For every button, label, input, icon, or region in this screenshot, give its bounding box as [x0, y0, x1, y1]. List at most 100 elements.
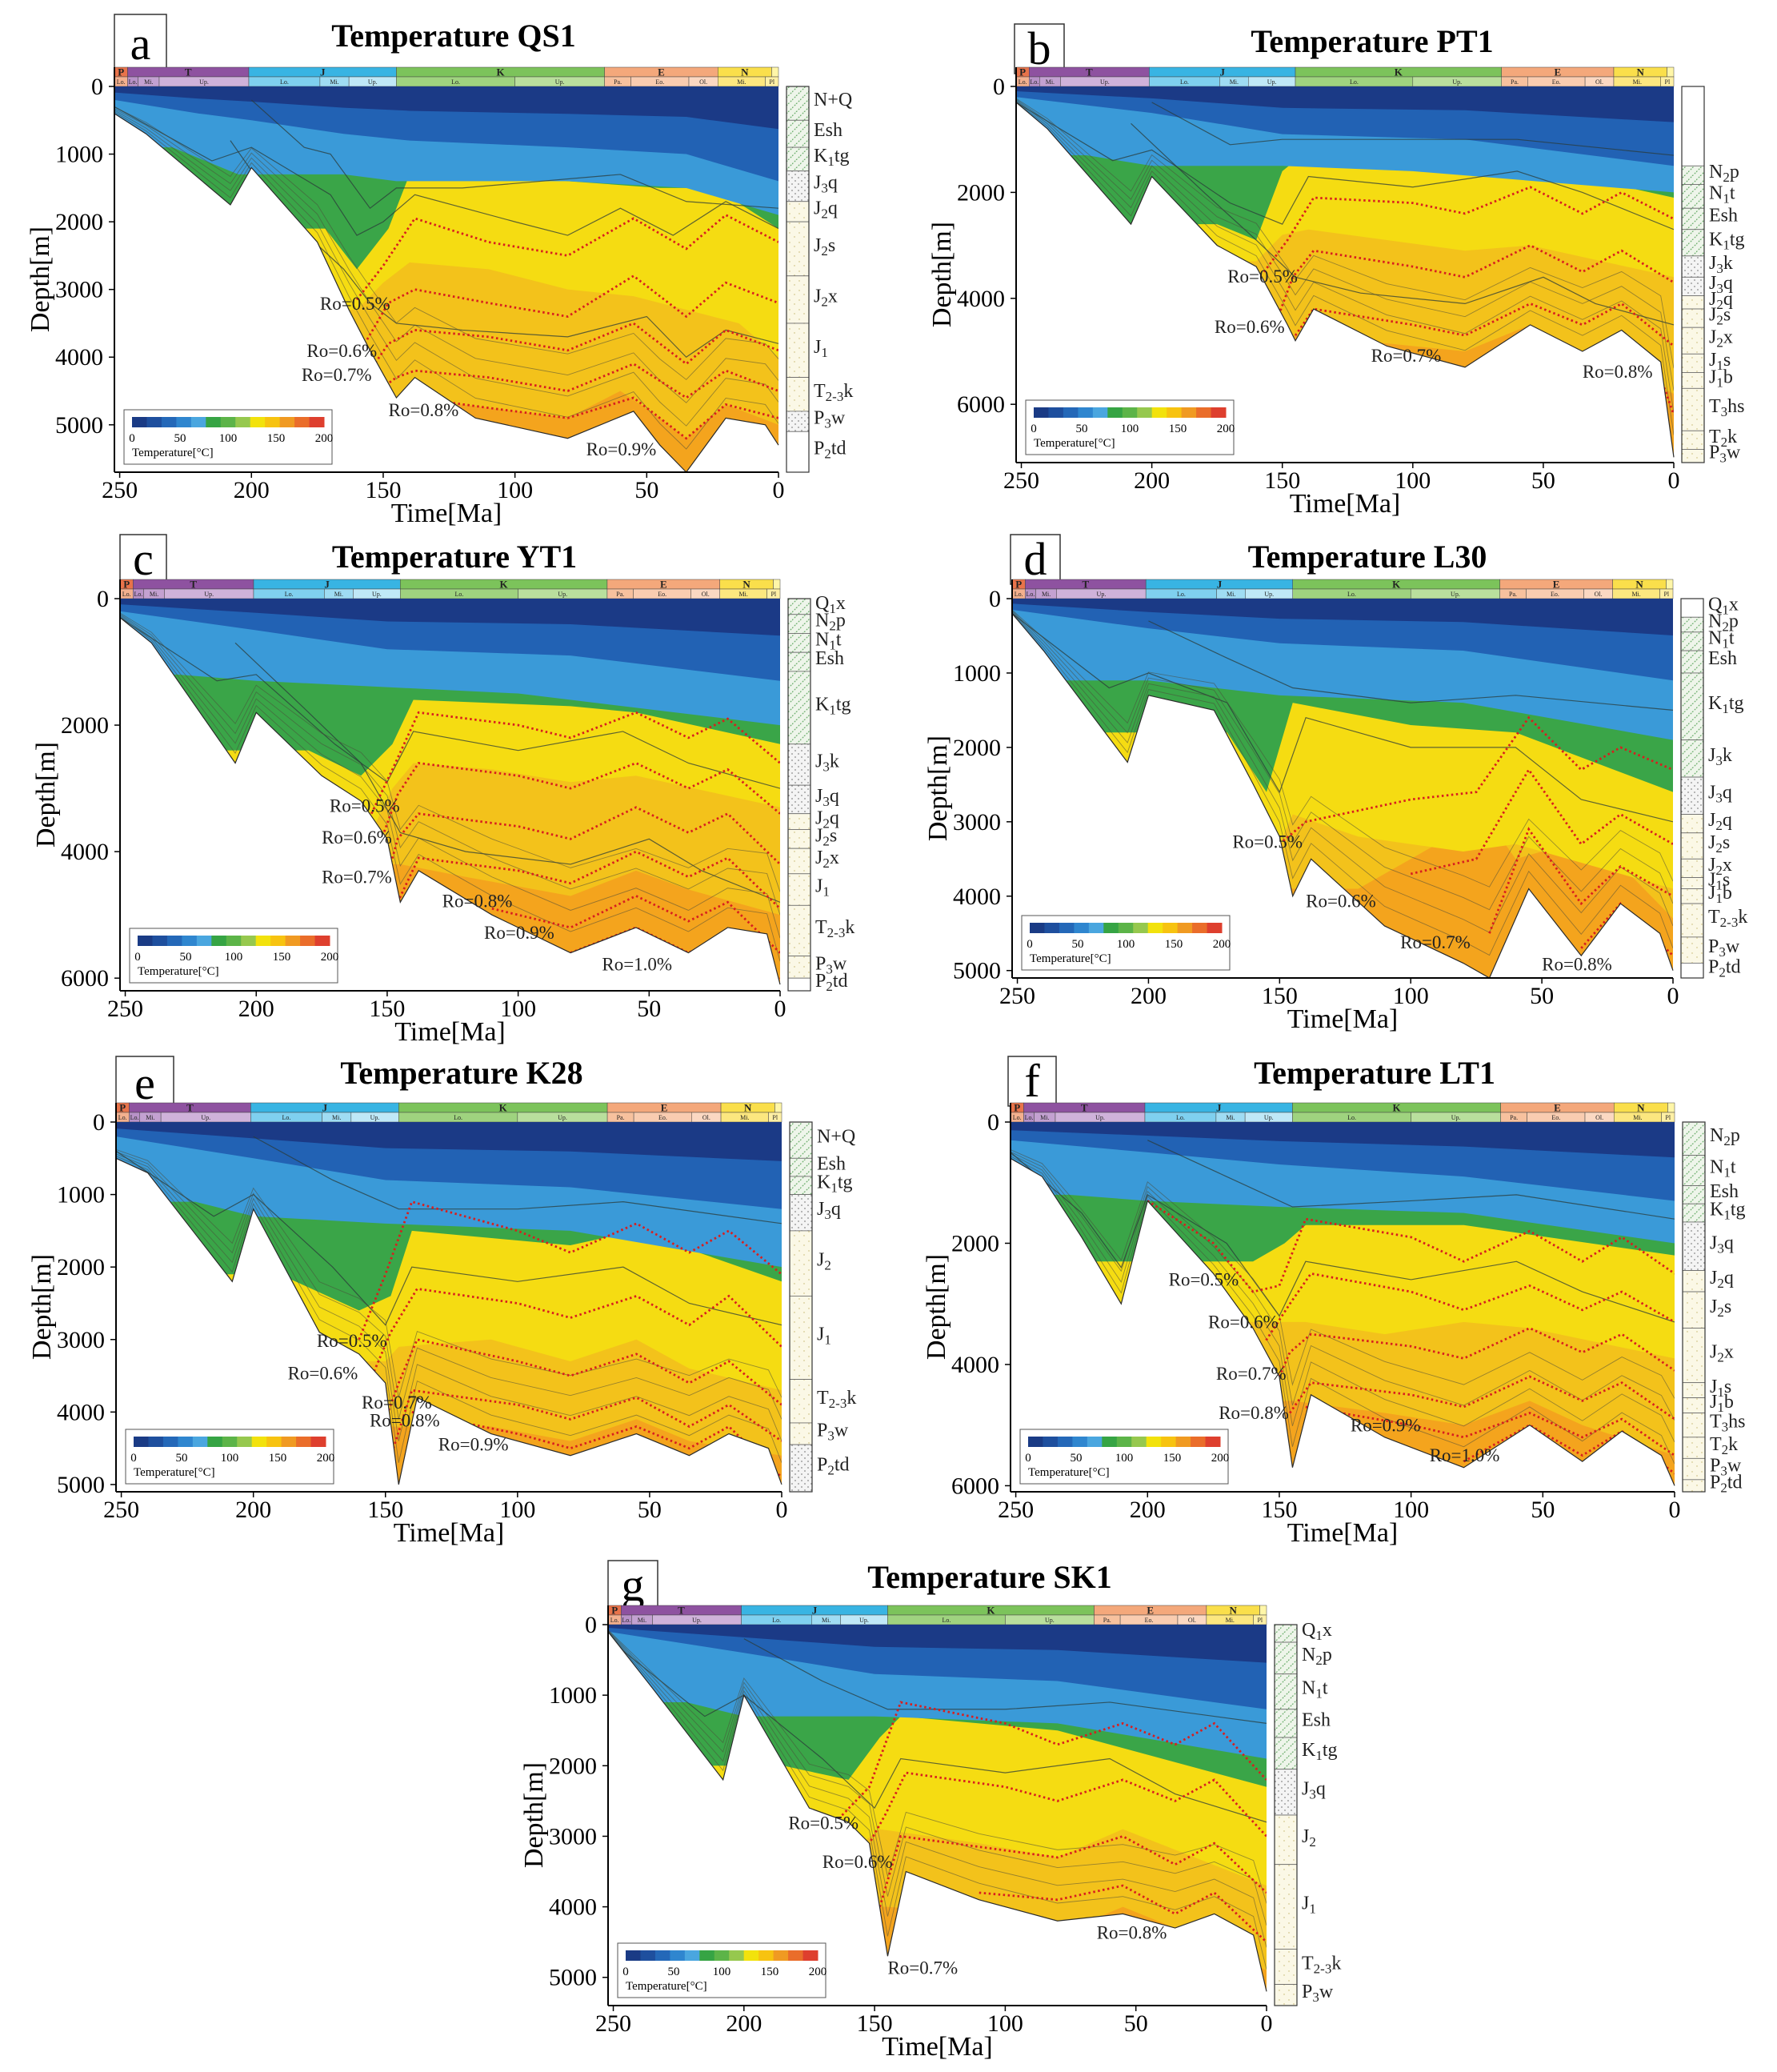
strata-label: J1s	[1709, 350, 1731, 373]
ro-label: Ro=0.6%	[1208, 1313, 1279, 1333]
colorbar-swatch	[146, 417, 162, 427]
strata-cell	[787, 813, 811, 830]
y-axis-label: Depth[m]	[923, 735, 953, 841]
ro-label: Ro=0.8%	[1542, 955, 1612, 975]
y-tick-label: 0	[97, 586, 109, 612]
epoch-label: Ol.	[1188, 1617, 1196, 1624]
colorbar-swatch	[132, 417, 147, 427]
colorbar-swatch	[281, 1437, 297, 1447]
colorbar-swatch	[1034, 407, 1049, 418]
strata-label: Esh	[817, 1154, 846, 1175]
strata-cell	[1274, 1949, 1298, 1985]
epoch-label: Pa.	[616, 591, 624, 598]
colorbar-swatch	[1078, 407, 1094, 418]
strata-cell	[1274, 1864, 1298, 1950]
colorbar-swatch	[729, 1950, 745, 1961]
panel-letter: e	[134, 1057, 155, 1109]
colorbar-tick: 0	[130, 1452, 137, 1465]
epoch-label: Up.	[372, 591, 382, 598]
strata-label: P3w	[1302, 1982, 1334, 2005]
ro-label: Ro=0.7%	[362, 1393, 432, 1413]
epoch-label: Lo.	[1176, 1114, 1185, 1121]
ro-label: Ro=0.7%	[322, 868, 392, 888]
burial-line	[120, 617, 780, 789]
colorbar-tick: 150	[1169, 423, 1187, 435]
strata-label: T3hs	[1709, 396, 1745, 419]
colorbar-swatch	[207, 1437, 223, 1447]
ro-line	[384, 1338, 782, 1420]
strata-cell	[786, 170, 810, 202]
burial-line	[114, 106, 778, 380]
colorbar-swatch	[1088, 923, 1104, 933]
strata-cell	[789, 1230, 813, 1297]
colorbar-swatch	[1161, 1437, 1177, 1447]
ro-line	[1265, 1272, 1675, 1341]
epoch-label: Mi.	[1631, 591, 1640, 598]
strata-label: Q1x	[1708, 595, 1739, 618]
strata-label: J2x	[1708, 855, 1732, 878]
strata-label: N1t	[1708, 627, 1735, 651]
y-tick-label: 6000	[957, 391, 1005, 418]
x-tick-label: 200	[726, 2010, 762, 2037]
basement-outline	[114, 113, 779, 473]
strata-label: T2k	[1710, 1434, 1738, 1457]
y-axis-label: Depth[m]	[927, 222, 957, 327]
y-tick-label: 0	[987, 1109, 999, 1136]
colorbar-swatch	[190, 417, 206, 427]
strata-label: N2p	[1710, 1125, 1740, 1148]
strata-cell	[1681, 387, 1705, 431]
epoch-label: Mi.	[738, 591, 747, 598]
strata-cell	[1274, 1814, 1298, 1866]
epoch-label: Lo.	[454, 1114, 462, 1121]
colorbar-tick: 200	[809, 1966, 827, 1978]
colorbar-tick: 200	[315, 432, 334, 445]
colorbar-swatch	[166, 936, 182, 946]
strata-cell	[1682, 1457, 1706, 1481]
colorbar-swatch	[1196, 407, 1212, 418]
period-label: N	[1635, 579, 1643, 591]
panel-letter: a	[130, 18, 151, 70]
colorbar-tick: 0	[129, 432, 135, 445]
period-label: E	[1147, 1605, 1154, 1617]
strata-cell	[1274, 1709, 1298, 1738]
strata-label: J3k	[1708, 745, 1732, 768]
panel-title: Temperature LT1	[1254, 1055, 1495, 1091]
epoch-label: Pl	[770, 591, 776, 598]
x-tick-label: 200	[1134, 467, 1170, 494]
ro-line	[1147, 1200, 1675, 1293]
y-axis-label: Depth[m]	[519, 1762, 549, 1868]
ro-line	[369, 322, 778, 371]
x-tick-label: 150	[367, 1497, 403, 1523]
y-tick-label: 2000	[549, 1753, 597, 1779]
strata-label: J2q	[815, 808, 839, 832]
period-label: T	[190, 579, 197, 591]
x-tick-label: 50	[1124, 2010, 1148, 2037]
colorbar-tick: 50	[668, 1966, 680, 1978]
colorbar-swatch	[279, 417, 295, 427]
ro-label: Ro=1.0%	[1430, 1445, 1500, 1465]
strata-cell	[787, 873, 811, 906]
strata-cell	[786, 119, 810, 148]
colorbar-tick: 150	[267, 432, 286, 445]
burial-line	[1016, 101, 1674, 435]
y-tick-label: 0	[989, 586, 1001, 612]
period-label: N	[1637, 66, 1645, 78]
epoch-label: Up.	[1264, 1114, 1274, 1121]
colorbar-swatch	[265, 417, 281, 427]
burial-line	[230, 140, 778, 359]
epoch-label: Pl	[1665, 78, 1671, 86]
isotherm-band-surface	[114, 86, 778, 130]
epoch-label: Up.	[204, 591, 214, 598]
epoch-label: Up.	[1451, 591, 1460, 598]
burial-line	[120, 615, 780, 962]
strata-cell	[787, 671, 811, 745]
burial-line	[116, 1153, 782, 1441]
strata-cell	[1682, 1397, 1706, 1413]
burial-line	[120, 614, 780, 916]
x-tick-label: 50	[1530, 983, 1554, 1009]
colorbar-swatch	[1133, 923, 1149, 933]
epoch-label: Pa.	[1509, 591, 1517, 598]
epoch-label: Lo.	[1019, 78, 1027, 86]
epoch-label: Up.	[558, 1114, 567, 1121]
y-tick-label: 1000	[57, 1182, 105, 1208]
